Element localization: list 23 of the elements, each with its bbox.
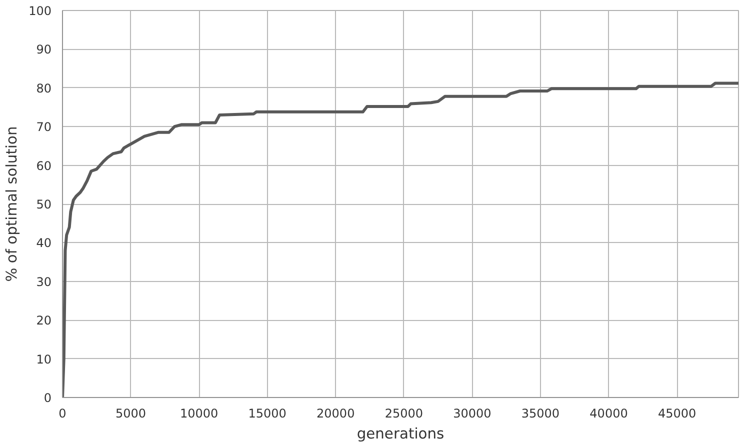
x-tick-label: 15000 [248, 406, 286, 420]
x-tick-label: 30000 [453, 406, 492, 420]
x-tick-label: 45000 [658, 406, 696, 420]
y-tick-label: 90 [36, 42, 52, 57]
y-axis-title: % of optimal solution [4, 126, 21, 282]
y-tick-label: 40 [36, 236, 52, 250]
y-tick-label: 20 [36, 314, 52, 328]
x-tick-label: 10000 [180, 406, 218, 420]
y-tick-label: 30 [36, 274, 52, 289]
y-tick-label: 60 [36, 158, 52, 173]
y-tick-label: 80 [36, 81, 52, 96]
x-tick-label: 0 [58, 406, 66, 420]
y-tick-label: 100 [28, 4, 52, 18]
y-tick-label: 10 [36, 352, 52, 366]
x-tick-label: 5000 [116, 406, 146, 420]
x-tick-label: 20000 [316, 406, 355, 420]
x-tick-label: 40000 [590, 406, 628, 420]
y-tick-label: 70 [36, 120, 52, 134]
x-axis-title: generations [356, 426, 444, 442]
y-tick-label: 50 [36, 198, 52, 212]
x-tick-label: 25000 [384, 406, 424, 420]
x-tick-label: 35000 [521, 406, 560, 420]
y-tick-label: 0 [44, 391, 52, 405]
